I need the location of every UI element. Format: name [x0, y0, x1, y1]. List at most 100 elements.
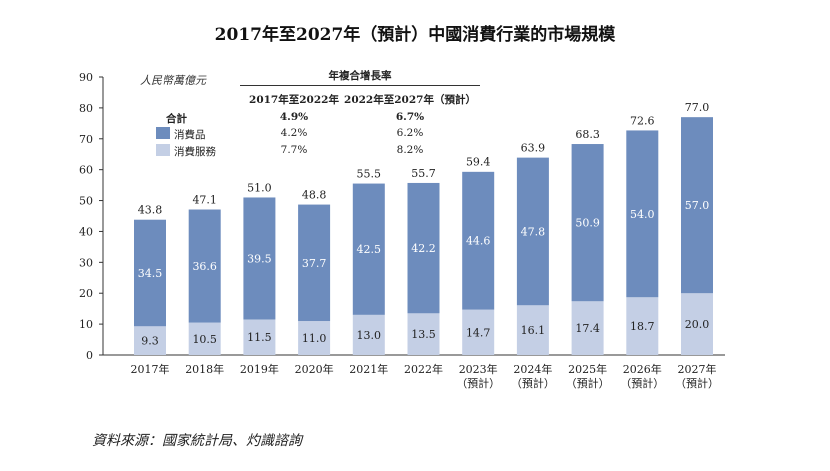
bar-total-label: 63.9	[521, 142, 546, 155]
x-tick-label: 2018年	[185, 362, 224, 376]
y-tick-label: 70	[79, 133, 93, 146]
legend-swatch-services	[156, 144, 170, 156]
bar-value-label: 17.4	[575, 322, 600, 335]
bar-value-label: 11.0	[302, 332, 327, 345]
bar-goods	[134, 219, 166, 327]
y-tick-label: 40	[79, 225, 93, 238]
cagr-goods-1: 4.2%	[280, 127, 308, 139]
y-tick-label: 10	[79, 318, 93, 331]
bar-total-label: 59.4	[466, 156, 491, 169]
bar-value-label: 20.0	[685, 318, 710, 331]
bar-value-label: 36.6	[192, 260, 217, 273]
bar-total-label: 43.8	[138, 204, 163, 217]
bar-value-label: 57.0	[685, 199, 710, 212]
bar-services	[462, 309, 495, 355]
bar-value-label: 42.2	[411, 242, 436, 255]
bar-goods	[462, 171, 495, 310]
x-tick-label: （預計）	[620, 376, 664, 390]
bar-services	[407, 313, 440, 355]
bar-total-label: 55.7	[411, 167, 436, 180]
bar-value-label: 9.3	[141, 335, 159, 348]
bar-value-label: 16.1	[521, 324, 546, 337]
legend-goods-label: 消費品	[174, 129, 206, 141]
bar-total-label: 77.0	[685, 101, 710, 114]
cagr-col-1: 2017年至2022年	[249, 94, 339, 106]
x-tick-label: 2026年	[623, 362, 662, 376]
bar-value-label: 10.5	[192, 333, 217, 346]
cagr-total-2: 6.7%	[395, 111, 425, 123]
x-tick-label: （預計）	[566, 376, 610, 390]
bar-total-label: 47.1	[192, 194, 217, 207]
x-tick-label: 2019年	[240, 362, 279, 376]
bar-services	[681, 293, 713, 355]
bar-value-label: 34.5	[138, 267, 163, 280]
y-tick-label: 90	[79, 71, 93, 84]
x-tick-label: 2023年	[459, 362, 498, 376]
bar-value-label: 14.7	[466, 326, 491, 339]
bar-value-label: 39.5	[247, 252, 272, 265]
y-tick-label: 30	[79, 256, 93, 269]
bar-goods	[571, 144, 604, 302]
bar-services	[298, 321, 331, 355]
chart-title: 2017年至2027年（預計）中國消費行業的市場規模	[214, 25, 616, 45]
bar-value-label: 37.7	[302, 257, 327, 270]
bar-services	[352, 314, 385, 355]
bar-total-label: 68.3	[575, 128, 600, 141]
bar-total-label: 55.5	[357, 168, 382, 181]
bar-goods	[681, 117, 713, 294]
y-axis-unit-label: 人民幣萬億元	[140, 74, 206, 87]
bar-value-label: 54.0	[630, 208, 655, 221]
y-tick-label: 20	[79, 287, 93, 300]
x-tick-label: （預計）	[456, 376, 500, 390]
cagr-goods-2: 6.2%	[396, 127, 424, 139]
bar-services	[134, 326, 166, 355]
cagr-total-1: 4.9%	[279, 111, 309, 123]
x-tick-label: 2020年	[295, 362, 334, 376]
bar-goods	[516, 157, 549, 306]
x-tick-label: 2017年	[131, 362, 170, 376]
y-tick-label: 80	[79, 102, 93, 115]
bar-services	[626, 297, 659, 355]
bar-total-label: 48.8	[302, 188, 327, 201]
bar-goods	[407, 182, 440, 314]
cagr-header: 年複合增長率	[240, 68, 480, 86]
x-tick-label: 2027年	[678, 362, 717, 376]
source-note: 資料來源：國家統計局、灼識諮詢	[92, 433, 302, 449]
bar-total-label: 51.0	[247, 181, 272, 194]
bar-value-label: 44.6	[466, 235, 491, 248]
y-tick-label: 60	[79, 164, 93, 177]
bar-goods	[243, 197, 276, 320]
x-tick-label: 2021年	[349, 362, 388, 376]
cagr-services-2: 8.2%	[396, 144, 424, 156]
x-tick-label: （預計）	[511, 376, 555, 390]
bar-services	[188, 322, 221, 355]
legend-services-label: 消費服務	[174, 146, 216, 158]
bar-value-label: 18.7	[630, 320, 655, 333]
x-tick-label: （預計）	[675, 376, 719, 390]
y-tick-label: 50	[79, 195, 93, 208]
bar-goods	[352, 183, 385, 315]
bar-goods	[626, 130, 659, 298]
bar-services	[516, 305, 549, 355]
bar-value-label: 13.5	[411, 328, 436, 341]
bar-value-label: 13.0	[357, 329, 382, 342]
bar-value-label: 47.8	[521, 225, 546, 238]
legend-swatch-goods	[156, 127, 170, 139]
bar-services	[571, 301, 604, 355]
bar-goods	[298, 204, 331, 322]
cagr-col-2: 2022年至2027年（預計）	[344, 94, 476, 106]
bar-goods	[188, 209, 221, 323]
bar-value-label: 42.5	[357, 243, 382, 256]
bar-value-label: 11.5	[247, 331, 272, 344]
x-tick-label: 2022年	[404, 362, 443, 376]
legend-total-label: 合計	[166, 113, 187, 125]
bar-value-label: 50.9	[575, 217, 600, 230]
x-tick-label: 2024年	[513, 362, 552, 376]
cagr-services-1: 7.7%	[280, 144, 308, 156]
bar-services	[243, 319, 276, 355]
bar-total-label: 72.6	[630, 115, 655, 128]
x-tick-label: 2025年	[568, 362, 607, 376]
y-tick-label: 0	[86, 349, 93, 362]
